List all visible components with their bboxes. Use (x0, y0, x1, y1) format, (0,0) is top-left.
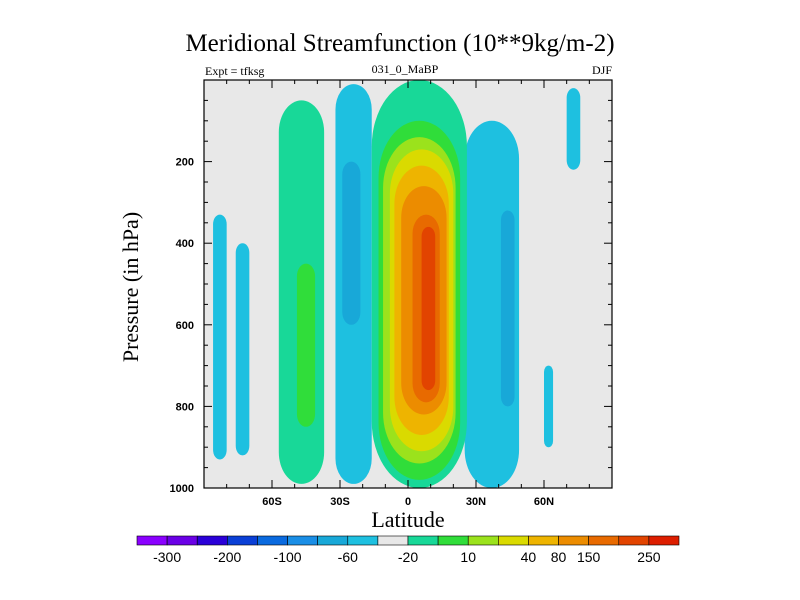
colorbar-label: -200 (213, 549, 241, 565)
colorbar-swatch (317, 535, 349, 546)
y-tick-label: 400 (176, 238, 194, 250)
colorbar-label: 80 (551, 549, 567, 565)
colorbar-swatch (467, 535, 499, 546)
colorbar-label: -20 (398, 549, 418, 565)
colorbar-label: 10 (460, 549, 476, 565)
colorbar-swatch (407, 535, 439, 546)
x-tick-label: 30S (330, 496, 350, 508)
x-tick-label: 60N (534, 496, 554, 508)
colorbar-label: -60 (338, 549, 358, 565)
colorbar-label: -100 (274, 549, 302, 565)
contour-region-17 (421, 226, 436, 391)
colorbar-swatch (347, 535, 379, 546)
colorbar-label: 150 (577, 549, 601, 565)
contour-region-3 (342, 161, 361, 325)
season-label: DJF (591, 63, 612, 77)
contour-region-1 (235, 243, 250, 456)
x-tick-label: 30N (466, 496, 486, 508)
colorbar-swatch (257, 535, 288, 546)
colorbar-label: 250 (637, 549, 661, 565)
colorbar-swatch (136, 535, 168, 546)
colorbar-swatch (618, 535, 650, 546)
y-tick-label: 600 (176, 320, 194, 332)
y-axis-label: Pressure (in hPa) (118, 212, 143, 362)
x-axis-label: Latitude (371, 507, 444, 532)
contour-region-9 (544, 365, 554, 448)
colorbar-swatch (437, 535, 469, 546)
colorbar-swatch (528, 535, 559, 546)
colorbar-swatch (196, 535, 228, 546)
contour-region-8 (566, 88, 581, 170)
y-tick-label: 800 (176, 401, 194, 413)
colorbar-swatch (377, 535, 409, 546)
colorbar: -300 -200 -100 -60 -20 10 40 80 150 250 (136, 535, 680, 565)
colorbar-swatch (648, 535, 680, 546)
axes: 200 400 600 800 1000 60S 30S 0 30N 60N (170, 79, 613, 508)
colorbar-swatch (166, 535, 198, 546)
x-tick-label: 0 (405, 496, 411, 508)
colorbar-swatch (588, 535, 620, 546)
run-label: 031_0_MaBP (371, 62, 439, 76)
contour-fills (204, 80, 612, 488)
contour-region-7 (500, 210, 515, 407)
chart-title: Meridional Streamfunction (10**9kg/m-2) (185, 30, 615, 57)
x-tick-label: 60S (262, 496, 282, 508)
colorbar-swatch (498, 535, 529, 546)
experiment-label: Expt = tfksg (205, 64, 265, 78)
y-tick-label: 200 (176, 157, 194, 169)
colorbar-swatch (558, 535, 589, 546)
colorbar-label: 40 (521, 549, 537, 565)
colorbar-swatch (287, 535, 318, 546)
contour-region-0 (213, 214, 227, 460)
y-tick-label: 1000 (170, 483, 194, 495)
colorbar-swatch (227, 535, 258, 546)
colorbar-label: -300 (153, 549, 181, 565)
contour-region-5 (296, 263, 316, 427)
